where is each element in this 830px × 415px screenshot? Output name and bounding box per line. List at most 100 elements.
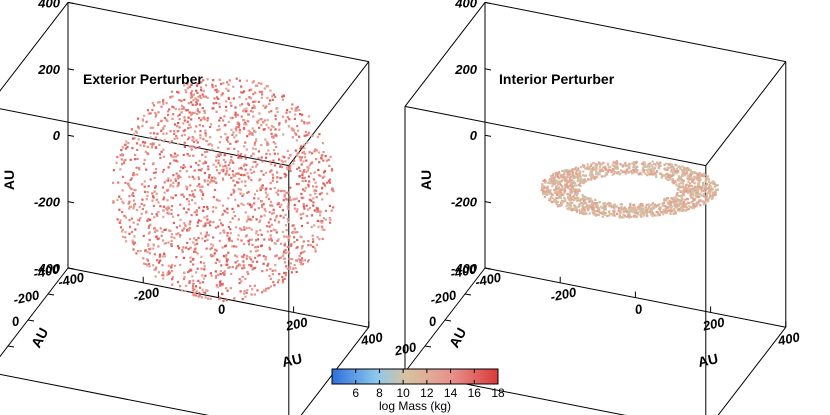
data-point (283, 261, 287, 264)
y-tick (27, 319, 35, 322)
data-point (250, 179, 253, 182)
data-point (687, 191, 690, 195)
data-point (235, 126, 238, 129)
data-point (607, 168, 610, 171)
data-point (170, 266, 173, 269)
data-point (272, 125, 275, 129)
data-point (273, 135, 276, 138)
data-point (215, 249, 218, 252)
data-point (285, 198, 288, 201)
data-point (304, 179, 307, 182)
z-tick (484, 134, 492, 137)
data-point (284, 213, 287, 217)
data-point (155, 259, 158, 262)
data-point (230, 272, 233, 275)
data-point (205, 233, 208, 236)
data-point (154, 185, 157, 188)
data-point (567, 196, 571, 199)
data-point (195, 139, 198, 142)
data-point (262, 104, 265, 107)
data-point (211, 83, 214, 86)
data-point (162, 274, 165, 277)
data-point (276, 152, 280, 155)
data-point (563, 176, 566, 179)
data-point (156, 238, 160, 241)
data-point (225, 171, 228, 174)
data-point (131, 192, 135, 195)
data-point (647, 171, 650, 174)
data-point (295, 183, 298, 186)
data-point (571, 198, 574, 201)
data-point (147, 185, 150, 188)
y-tick (464, 293, 472, 296)
data-point (197, 111, 200, 114)
data-point (149, 247, 152, 250)
data-point (218, 172, 221, 175)
data-point (662, 208, 665, 211)
data-point (560, 193, 563, 196)
data-point (569, 197, 572, 200)
data-point (246, 202, 249, 205)
data-point (203, 216, 206, 219)
data-point (689, 174, 692, 177)
data-point (120, 158, 123, 161)
data-point (196, 84, 199, 87)
data-point (234, 226, 238, 229)
data-point (315, 185, 318, 188)
data-point (688, 201, 691, 205)
data-point (149, 126, 152, 129)
data-point (274, 133, 277, 136)
data-point (242, 174, 245, 177)
data-point (679, 190, 682, 193)
data-point (274, 255, 277, 258)
data-point (549, 182, 552, 185)
data-point (243, 119, 246, 122)
data-point (251, 127, 254, 130)
data-point (688, 176, 691, 179)
data-point (245, 79, 248, 82)
data-point (247, 218, 250, 221)
data-point (206, 205, 209, 208)
x-tick-label: 0 (633, 301, 644, 317)
data-point (178, 235, 181, 238)
data-point (247, 103, 250, 106)
data-point (154, 171, 157, 174)
data-point (304, 186, 307, 189)
data-point (578, 171, 581, 174)
data-point (176, 125, 179, 128)
data-point (197, 99, 200, 102)
data-point (618, 214, 621, 217)
data-point (180, 111, 183, 114)
data-point (642, 166, 645, 169)
data-point (166, 273, 169, 276)
data-point (136, 223, 139, 226)
data-point (697, 179, 700, 182)
data-point (273, 164, 277, 167)
data-point (151, 101, 154, 105)
data-point (637, 213, 640, 216)
data-point (171, 263, 174, 267)
data-point (218, 102, 221, 105)
data-point (165, 101, 168, 105)
data-point (132, 194, 135, 197)
data-point (196, 107, 199, 111)
data-point (710, 197, 713, 200)
data-point (167, 241, 170, 244)
data-point (196, 221, 200, 224)
data-point (267, 149, 270, 152)
data-point (640, 215, 643, 218)
data-point (290, 271, 293, 274)
data-point (329, 221, 332, 224)
data-point (145, 168, 148, 171)
data-point (162, 132, 165, 135)
data-point (254, 148, 257, 151)
data-point (609, 169, 612, 172)
data-point (190, 89, 194, 93)
data-point (296, 246, 299, 249)
data-point (274, 269, 277, 272)
data-point (308, 198, 311, 201)
data-point (679, 166, 682, 169)
data-point (567, 175, 570, 178)
data-point (177, 181, 180, 185)
data-point (124, 143, 127, 146)
